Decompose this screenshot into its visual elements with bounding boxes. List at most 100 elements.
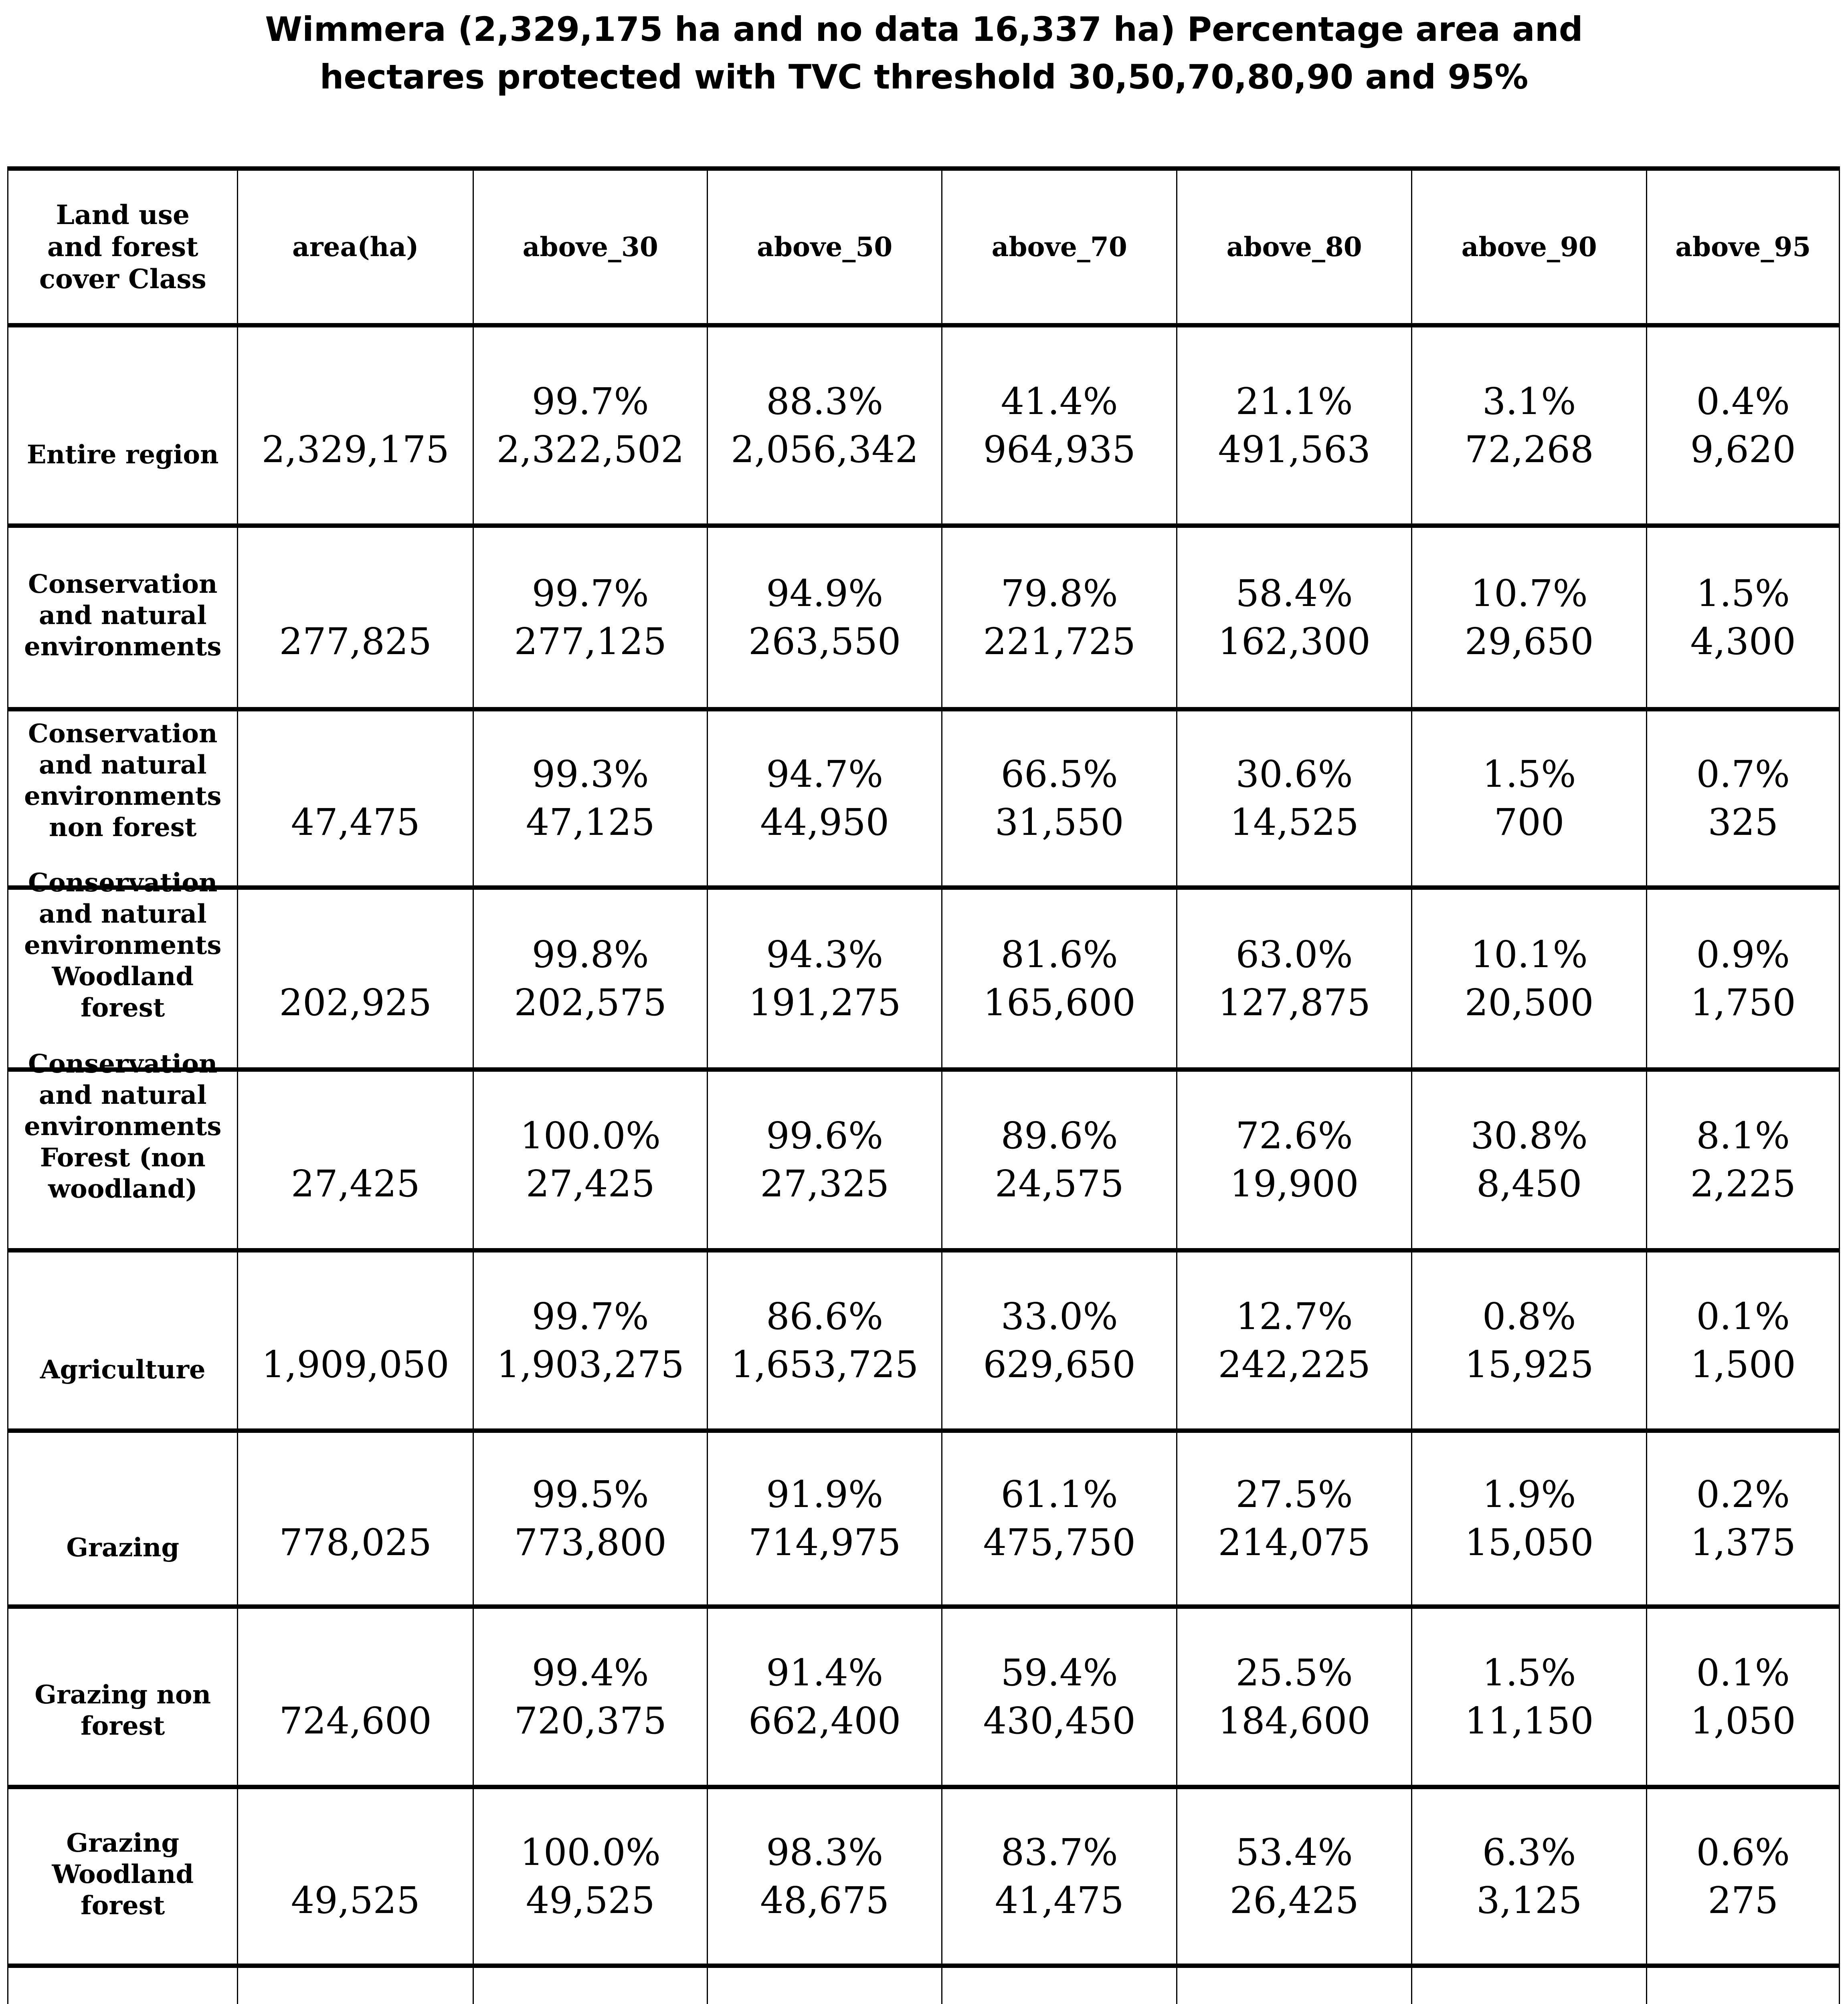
percent-value: 3.1% (1482, 380, 1576, 423)
threshold-cell: 25.5% 184,600 (1177, 1609, 1412, 1785)
hectares-value: 165,600 (983, 981, 1136, 1024)
page-title: Wimmera (2,329,175 ha and no data 16,337… (0, 6, 1848, 101)
table-row: Conservation and natural environments Fo… (8, 1049, 1839, 1248)
percent-value: 99.4% (532, 1651, 649, 1694)
percent-value: 0.1% (1696, 1295, 1790, 1338)
percent-value: 86.6% (766, 1295, 884, 1338)
threshold-cell: 41.4% 964,935 (942, 327, 1178, 523)
area-value: 724,600 (279, 1699, 432, 1742)
percent-value: 63.0% (1235, 933, 1353, 976)
percent-value: 100.0% (520, 1114, 661, 1157)
table-row: Conservation and natural environments Wo… (8, 868, 1839, 1067)
percent-value: 10.7% (1470, 572, 1588, 615)
threshold-cell: 100.0% 27,425 (474, 1072, 708, 1248)
table-row: Agriculture 1,909,050 99.7% 1,903,275 86.6% 1… (8, 1248, 1839, 1428)
area-value: 2,329,175 (261, 428, 449, 471)
hectares-value: 27,425 (526, 1162, 655, 1205)
percent-value: 41.4% (1001, 380, 1118, 423)
threshold-cell: 58.4% 162,300 (1177, 528, 1412, 707)
threshold-cell: 0.6% 275 (1647, 1789, 1839, 1964)
threshold-cell: 99.7% 277,125 (474, 528, 708, 707)
area-cell: 2,329,175 (238, 327, 474, 523)
percent-value: 88.3% (766, 380, 884, 423)
threshold-cell: 83.7% 41,475 (942, 1789, 1178, 1964)
threshold-cell: 61.1% 475,750 (942, 1433, 1178, 1604)
area-value: 1,909,050 (261, 1343, 449, 1386)
page-title-line2: hectares protected with TVC threshold 30… (319, 57, 1529, 97)
hectares-value: 430,450 (983, 1699, 1136, 1742)
row-label: Conservation and natural environments Fo… (24, 1049, 222, 1204)
percent-value: 79.8% (1001, 572, 1118, 615)
hectares-value: 2,056,342 (731, 428, 919, 471)
percent-value: 12.7% (1235, 1295, 1353, 1338)
threshold-cell: 2.3%25,600 (1177, 1968, 1412, 2004)
column-header-1: area(ha) (238, 171, 474, 323)
threshold-cell: 91.9% 714,975 (708, 1433, 942, 1604)
hectares-value: 20,500 (1464, 981, 1594, 1024)
area-value: 778,025 (279, 1521, 432, 1564)
percent-value: 0.9% (1696, 933, 1790, 976)
percent-value: 59.4% (1001, 1651, 1118, 1694)
threshold-cell: 0.4% 9,620 (1647, 327, 1839, 523)
threshold-cell: 99.5% 773,800 (474, 1433, 708, 1604)
area-value: 47,475 (291, 801, 420, 844)
page-title-line1: Wimmera (2,329,175 ha and no data 16,337… (265, 10, 1583, 49)
threshold-cell: 1.5% 11,150 (1412, 1609, 1648, 1785)
area-value: 49,525 (291, 1879, 420, 1922)
percent-value: 91.4% (766, 1651, 884, 1694)
hectares-value: 191,275 (748, 981, 901, 1024)
hectares-value: 9,620 (1690, 428, 1796, 471)
threshold-cell: 53.4% 26,425 (1177, 1789, 1412, 1964)
column-header-4: above_70 (942, 171, 1178, 323)
hectares-value: 263,550 (748, 620, 901, 663)
threshold-cell: 3.1% 72,268 (1412, 327, 1648, 523)
percent-value: 0.2% (1696, 1473, 1790, 1516)
hectares-value: 26,425 (1229, 1879, 1359, 1922)
percent-value: 6.3% (1482, 1830, 1576, 1874)
threshold-cell: 0.9% 1,750 (1647, 890, 1839, 1067)
threshold-cell: 1.5% 700 (1412, 711, 1648, 885)
percent-value: 8.1% (1696, 1114, 1790, 1157)
threshold-cell: 12.7% 242,225 (1177, 1252, 1412, 1428)
hectares-value: 1,653,725 (731, 1343, 919, 1386)
threshold-cell: 81.6% 165,600 (942, 890, 1178, 1067)
percent-value: 94.9% (766, 572, 884, 615)
hectares-value: 242,225 (1218, 1343, 1371, 1386)
percent-value: 10.1% (1470, 933, 1588, 976)
threshold-cell: 89.6% 24,575 (942, 1072, 1178, 1248)
row-label-cell: Grazing non forest (8, 1609, 239, 1785)
percent-value: 30.8% (1470, 1114, 1588, 1157)
hectares-value: 31,550 (995, 801, 1124, 844)
threshold-cell: 100.0% 49,525 (474, 1789, 708, 1964)
threshold-cell: 0.8% 15,925 (1412, 1252, 1648, 1428)
threshold-cell: 1.9% 15,050 (1412, 1433, 1648, 1604)
table-row: Grazing Woodland forest 49,525 100.0% 49,52… (8, 1785, 1839, 1964)
threshold-cell: 91.4% 662,400 (708, 1609, 942, 1785)
hectares-value: 162,300 (1218, 620, 1371, 663)
threshold-cell: 94.9% 263,550 (708, 528, 942, 707)
area-cell: 47,475 (238, 711, 474, 885)
hectares-value: 1,750 (1690, 981, 1796, 1024)
threshold-cell: 99.4% 720,375 (474, 1609, 708, 1785)
threshold-cell: 0.1%700 (1412, 1968, 1648, 2004)
percent-value: 91.9% (766, 1473, 884, 1516)
threshold-cell: 63.0% 127,875 (1177, 890, 1412, 1067)
percent-value: 33.0% (1001, 1295, 1118, 1338)
hectares-value: 49,525 (526, 1879, 655, 1922)
land-use-table: Land use and forest cover Class area(ha) a… (7, 166, 1840, 2004)
column-header-0: Land use and forest cover Class (8, 171, 239, 323)
percent-value: 0.7% (1696, 753, 1790, 796)
percent-value: 25.5% (1235, 1651, 1353, 1694)
threshold-cell: 13.3%149,650 (942, 1968, 1178, 2004)
hectares-value: 662,400 (748, 1699, 901, 1742)
area-cell: 202,925 (238, 890, 474, 1067)
threshold-cell: 0.1% 1,050 (1647, 1609, 1839, 1785)
column-header-6: above_90 (1412, 171, 1648, 323)
hectares-value: 700 (1494, 801, 1565, 844)
percent-value: 66.5% (1001, 753, 1118, 796)
hectares-value: 19,900 (1229, 1162, 1359, 1205)
percent-value: 94.3% (766, 933, 884, 976)
threshold-cell: 0.2% 1,375 (1647, 1433, 1839, 1604)
threshold-cell: 10.1% 20,500 (1412, 890, 1648, 1067)
percent-value: 99.7% (532, 1295, 649, 1338)
